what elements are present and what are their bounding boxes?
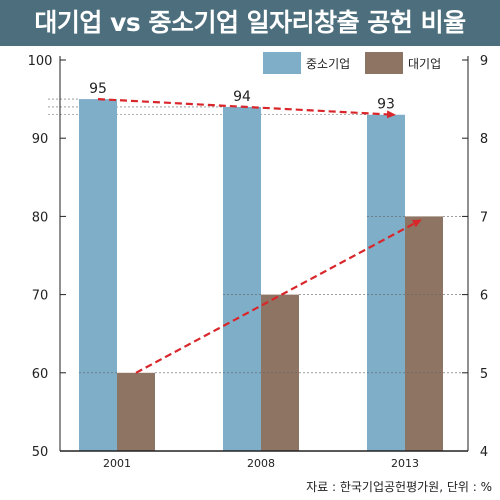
- source-note: 자료 : 한국기업공헌평가원, 단위 : %: [306, 480, 492, 494]
- y-right-tick-label: 5: [480, 367, 488, 382]
- y-right-tick-label: 4: [480, 445, 488, 460]
- bar-chart: 100 90 80 70 60 50 9 8 7 6 5 4 2001 2008 2013 95 94 93 중소기…: [28, 52, 488, 470]
- trend-arrow-large: [135, 219, 422, 374]
- x-tick-label: 2001: [103, 457, 131, 470]
- bar-대기업-2001: [117, 372, 155, 451]
- x-tick-label: 2013: [391, 457, 419, 470]
- chart-title: 대기업 vs 중소기업 일자리창출 공헌 비율: [34, 8, 466, 37]
- y-left-tick-label: 100: [28, 54, 53, 69]
- bar-중소기업-2001: [79, 99, 117, 451]
- y-left-tick-label: 90: [32, 132, 49, 147]
- trend-arrow-sme: [97, 98, 396, 119]
- bar-대기업-2013: [405, 216, 443, 451]
- legend-swatch-중소기업: [263, 52, 301, 74]
- y-right-tick-label: 6: [480, 289, 488, 304]
- bar-중소기업-2008: [223, 106, 261, 452]
- x-tick-label: 2008: [247, 457, 275, 470]
- y-left-tick-label: 70: [32, 289, 49, 304]
- data-label: 93: [377, 97, 395, 113]
- legend-label: 중소기업: [306, 57, 350, 71]
- y-right-tick-label: 9: [480, 54, 488, 69]
- y-right-tick-label: 8: [480, 132, 488, 147]
- y-left-tick-label: 50: [32, 445, 49, 460]
- data-label: 94: [233, 89, 251, 105]
- y-left-tick-label: 60: [32, 367, 49, 382]
- bar-중소기업-2013: [367, 114, 405, 452]
- data-label: 95: [89, 81, 107, 97]
- legend-label: 대기업: [408, 57, 441, 71]
- y-right-tick-label: 7: [480, 210, 488, 225]
- legend-swatch-대기업: [365, 52, 403, 74]
- title-bar: 대기업 vs 중소기업 일자리창출 공헌 비율: [0, 0, 500, 46]
- y-left-tick-label: 80: [32, 210, 49, 225]
